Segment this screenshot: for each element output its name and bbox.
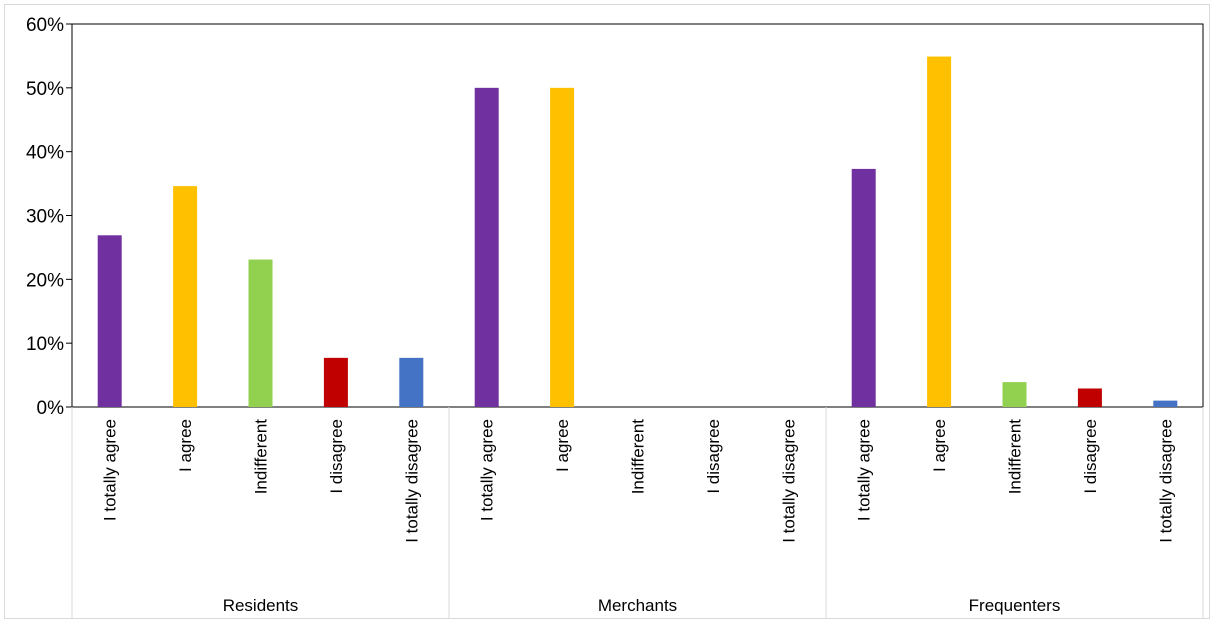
bar-residents-4 [323, 357, 348, 407]
y-tick-label: 10% [26, 334, 64, 355]
category-label: Indifferent [629, 419, 648, 495]
category-label: I totally disagree [1156, 419, 1175, 543]
category-label: I totally disagree [402, 419, 421, 543]
bar-residents-2 [173, 186, 198, 407]
category-label: I totally agree [478, 419, 497, 521]
bar-residents-1 [97, 235, 122, 407]
category-label: I agree [930, 419, 949, 472]
y-tick-label: 60% [26, 15, 64, 36]
group-label: Residents [223, 596, 299, 615]
plot-area-border [71, 23, 1204, 408]
category-label: I totally agree [101, 419, 120, 521]
y-tick-label: 50% [26, 79, 64, 100]
category-label: Indifferent [1006, 419, 1025, 495]
y-tick-label: 0% [37, 398, 65, 419]
bar-merchants-2 [550, 87, 575, 407]
category-label: I totally disagree [779, 419, 798, 543]
bar-residents-3 [248, 259, 273, 407]
bar-merchants-1 [474, 87, 499, 407]
category-label: I totally agree [855, 419, 874, 521]
bar-frequenters-1 [851, 168, 876, 407]
category-label: I disagree [1081, 419, 1100, 494]
chart-frame [4, 4, 1210, 619]
category-label: I agree [553, 419, 572, 472]
group-label: Merchants [598, 596, 677, 615]
category-label: Indifferent [252, 419, 271, 495]
category-label: I disagree [704, 419, 723, 494]
y-tick-label: 30% [26, 207, 64, 228]
bar-frequenters-3 [1002, 382, 1027, 407]
bar-frequenters-2 [927, 56, 952, 408]
bar-frequenters-5 [1153, 400, 1178, 407]
y-tick-label: 40% [26, 143, 64, 164]
y-tick-label: 20% [26, 270, 64, 291]
group-label: Frequenters [969, 596, 1061, 615]
bar-frequenters-4 [1077, 388, 1102, 407]
bar-residents-5 [399, 357, 424, 407]
category-label: I disagree [327, 419, 346, 494]
category-label: I agree [176, 419, 195, 472]
